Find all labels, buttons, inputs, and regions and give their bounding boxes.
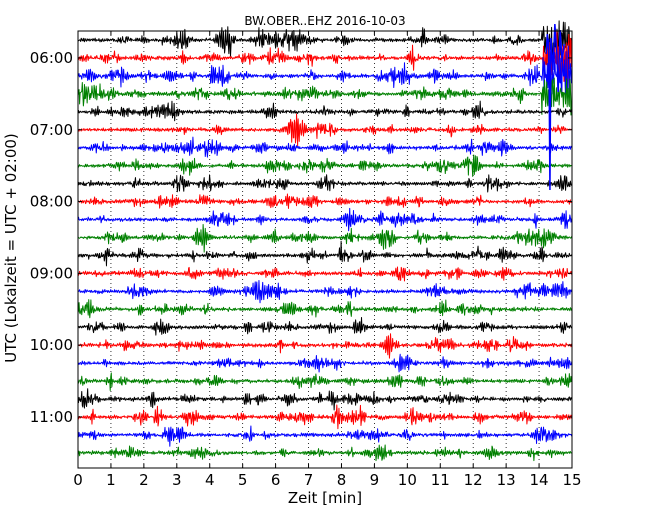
trace-line-0800 <box>77 193 573 209</box>
y-tick-label: 08:00 <box>30 193 73 211</box>
trace-line-0615 <box>77 38 573 99</box>
trace-line-0645 <box>77 100 573 122</box>
y-tick-label: 10:00 <box>30 336 73 354</box>
x-axis-ticks: 0 1 2 3 4 5 6 7 8 9 10 11 12 13 14 15 <box>73 31 582 489</box>
x-tick-label: 0 <box>73 471 83 489</box>
trace-line-0945 <box>77 317 573 336</box>
y-tick-label: 07:00 <box>30 121 73 139</box>
x-tick-label: 14 <box>530 471 549 489</box>
chart-title: BW.OBER..EHZ 2016-10-03 <box>244 14 405 28</box>
trace-line-1130 <box>77 444 573 462</box>
trace-line-0700 <box>77 113 573 147</box>
trace-line-0545 <box>77 20 573 71</box>
x-tick-label: 9 <box>370 471 380 489</box>
trace-line-0830 <box>77 223 573 253</box>
x-tick-label: 5 <box>238 471 248 489</box>
trace-line-0745 <box>77 174 573 193</box>
x-tick-label: 12 <box>464 471 483 489</box>
y-axis-ticks: 06:00 07:00 08:00 09:00 10:00 11:00 <box>30 49 572 426</box>
x-tick-label: 4 <box>205 471 215 489</box>
grid-lines <box>110 31 540 468</box>
trace-line-0630 <box>77 77 573 116</box>
y-tick-label: 11:00 <box>30 408 73 426</box>
y-tick-label: 09:00 <box>30 264 73 282</box>
x-tick-label: 15 <box>562 471 581 489</box>
trace-line-0915 <box>77 279 573 304</box>
trace-line-0600 <box>77 31 573 96</box>
trace-line-0815 <box>77 207 573 232</box>
trace-line-1015 <box>77 353 573 373</box>
x-axis-label: Zeit [min] <box>288 489 362 507</box>
trace-line-0715 <box>77 136 573 158</box>
y-tick-label: 06:00 <box>30 49 73 67</box>
x-tick-label: 10 <box>398 471 417 489</box>
trace-line-1000 <box>77 333 573 359</box>
x-tick-label: 2 <box>139 471 149 489</box>
trace-line-0845 <box>77 240 573 267</box>
x-tick-label: 1 <box>106 471 116 489</box>
x-tick-label: 7 <box>304 471 314 489</box>
x-tick-label: 13 <box>497 471 516 489</box>
trace-line-1030 <box>77 372 573 391</box>
event-trace-blue <box>545 23 565 191</box>
trace-lines <box>77 20 573 462</box>
trace-line-0930 <box>77 299 573 319</box>
trace-line-0900 <box>77 266 573 282</box>
x-tick-label: 3 <box>172 471 182 489</box>
x-tick-label: 8 <box>337 471 347 489</box>
y-axis-label: UTC (Lokalzeit = UTC + 02:00) <box>2 133 20 363</box>
plot-frame <box>77 30 573 469</box>
trace-line-1100 <box>77 404 573 430</box>
x-tick-label: 6 <box>271 471 281 489</box>
x-tick-label: 11 <box>431 471 450 489</box>
trace-line-0730 <box>77 154 573 177</box>
trace-line-1045 <box>77 388 573 411</box>
trace-line-1115 <box>77 425 573 447</box>
